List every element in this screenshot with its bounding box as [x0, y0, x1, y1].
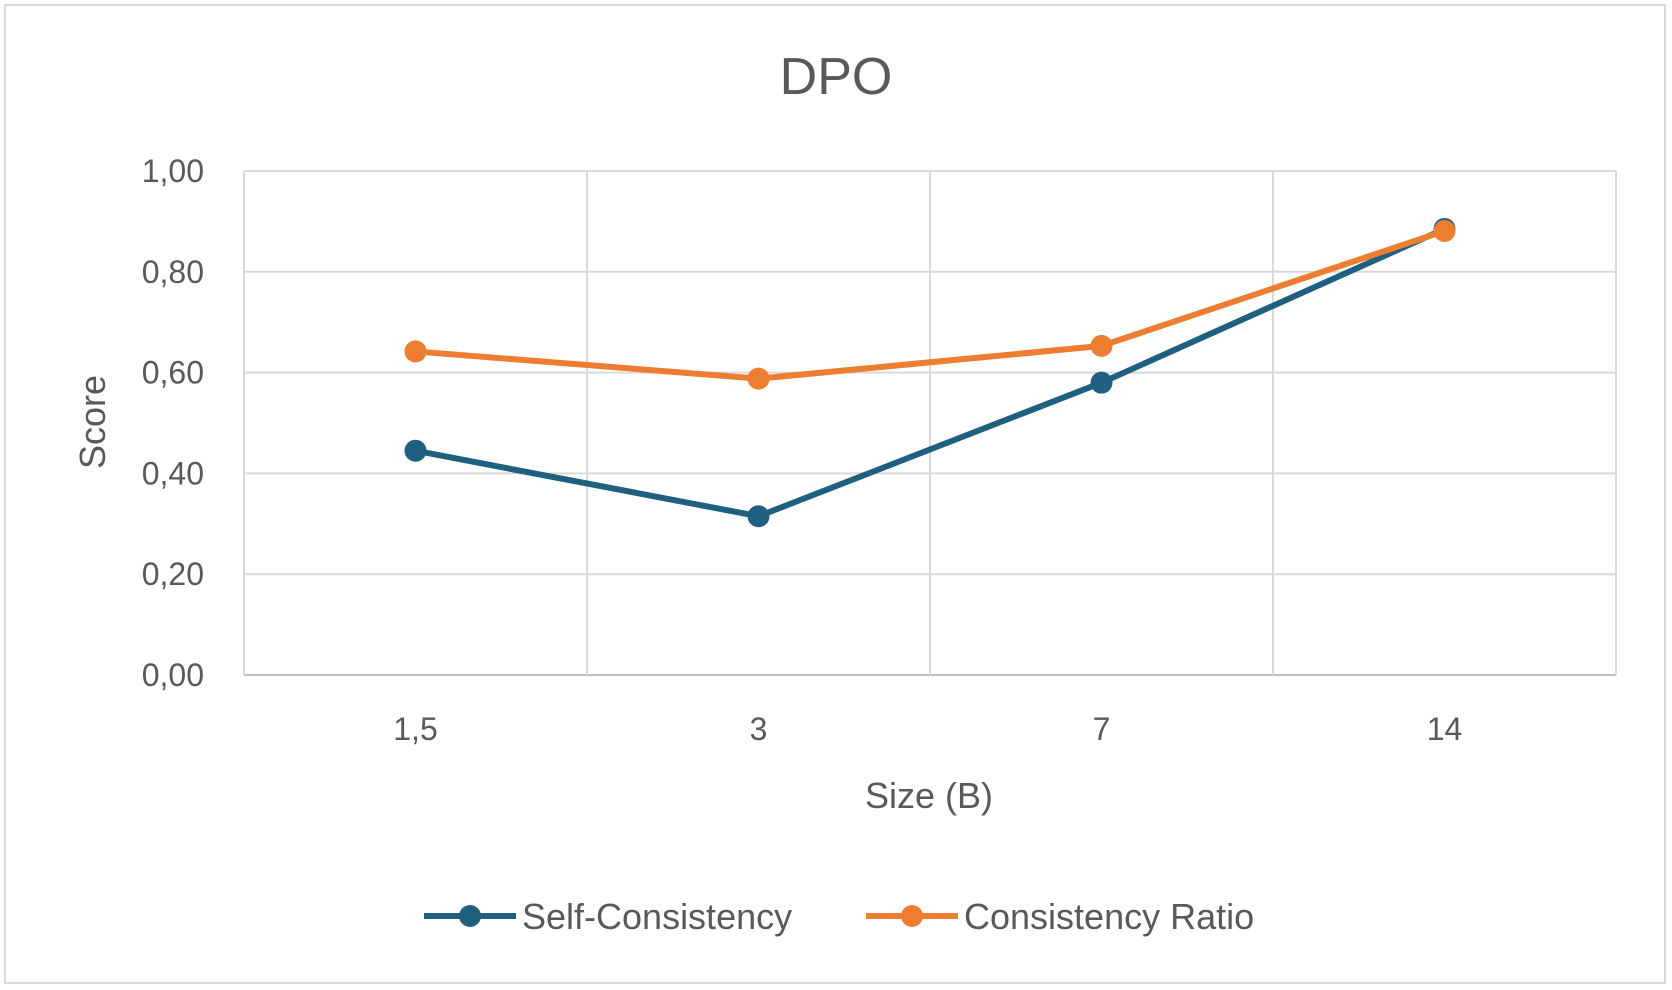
series-2	[404, 219, 1456, 390]
chart-frame	[4, 4, 1666, 984]
legend-swatch-marker	[901, 905, 923, 927]
y-tick-labels: 0,00 0,20 0,40 0,60 0,80 1,00	[142, 153, 204, 693]
x-axis-title: Size (B)	[865, 775, 993, 816]
series-group	[404, 217, 1456, 528]
data-point	[404, 340, 427, 363]
x-tick-label: 1,5	[393, 711, 437, 747]
data-point	[747, 367, 770, 390]
chart-title: DPO	[780, 48, 893, 106]
x-tick-labels: 1,5 3 7 14	[393, 711, 1462, 747]
y-tick-label: 0,80	[142, 254, 204, 290]
data-point	[404, 439, 427, 462]
grid	[243, 170, 1617, 676]
y-axis-title: Score	[72, 375, 113, 469]
legend-label: Consistency Ratio	[964, 896, 1254, 937]
y-tick-label: 1,00	[142, 153, 204, 189]
series-line	[414, 226, 1446, 520]
x-tick-label: 14	[1427, 711, 1463, 747]
y-tick-label: 0,60	[142, 355, 204, 391]
x-tick-label: 7	[1093, 711, 1111, 747]
series-line	[415, 228, 1446, 382]
legend-item: Consistency Ratio	[866, 896, 1254, 937]
legend-item: Self-Consistency	[424, 896, 792, 937]
data-point	[747, 505, 770, 528]
legend: Self-Consistency Consistency Ratio	[424, 896, 1254, 937]
y-tick-label: 0,20	[142, 556, 204, 592]
data-point	[1090, 371, 1113, 394]
y-tick-label: 0,40	[142, 455, 204, 491]
data-point	[1433, 219, 1456, 242]
x-tick-label: 3	[750, 711, 768, 747]
y-tick-label: 0,00	[142, 657, 204, 693]
legend-label: Self-Consistency	[522, 896, 792, 937]
legend-swatch-marker	[459, 905, 481, 927]
data-point	[1090, 334, 1113, 357]
